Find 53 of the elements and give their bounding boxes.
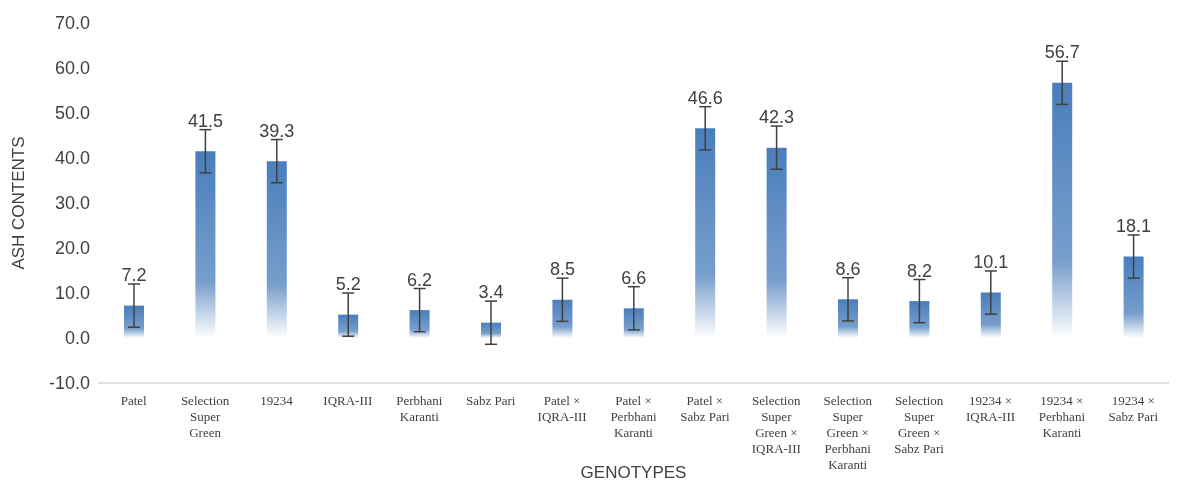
data-label: 41.5 (187, 110, 223, 131)
data-label: 6.2 (407, 269, 433, 290)
x-tick-label: 19234 (260, 393, 294, 408)
data-label: 6.6 (621, 267, 647, 288)
bar (695, 128, 716, 338)
data-label: 3.4 (478, 282, 504, 303)
x-tick-label: Perbhani Karanti (396, 393, 443, 424)
data-label: 7.2 (121, 265, 147, 285)
y-tick-label: 0.0 (64, 328, 90, 349)
data-label: 18.1 (1116, 215, 1152, 236)
bar (195, 151, 216, 338)
y-axis-title: ASH CONTENTS (9, 136, 29, 270)
bar (909, 301, 930, 338)
x-tick-label: IQRA-III (323, 393, 373, 408)
y-tick-label: 40.0 (54, 148, 90, 169)
x-tick-label: Patel (120, 393, 148, 408)
data-label: 8.6 (835, 258, 861, 279)
x-tick-label: 19234 × Perbhani Karanti (1038, 393, 1086, 440)
x-tick-label: Patel × Perbhani Karanti (610, 393, 657, 440)
y-tick-label: 60.0 (54, 58, 90, 79)
y-tick-label: 30.0 (54, 193, 90, 214)
y-tick-label: 70.0 (54, 13, 90, 34)
x-tick-label: 19234 × Sabz Pari (1108, 393, 1159, 424)
data-label: 39.3 (259, 120, 295, 141)
data-label: 5.2 (335, 274, 361, 294)
bar (409, 310, 430, 338)
y-tick-label: 50.0 (54, 103, 90, 124)
data-label: 10.1 (973, 251, 1009, 272)
x-tick-label: Patel × Sabz Pari (680, 393, 731, 424)
x-tick-label: Selection Super Green × Perbhani Karanti (823, 393, 873, 472)
data-label: 8.2 (906, 260, 932, 281)
data-label: 56.7 (1044, 42, 1080, 63)
x-tick-label: Selection Super Green × IQRA-III (751, 393, 801, 456)
x-tick-label: Patel × IQRA-III (537, 393, 587, 424)
x-axis-title: GENOTYPES (580, 463, 687, 482)
x-tick-label: Selection Super Green × Sabz Pari (894, 393, 945, 456)
bar (766, 147, 787, 338)
bar (552, 299, 573, 338)
bar (1052, 82, 1073, 338)
y-tick-label: -10.0 (48, 373, 90, 394)
bar (838, 299, 858, 338)
bar (980, 292, 1001, 338)
x-tick-label: 19234 × IQRA-III (965, 393, 1016, 424)
data-label: 46.6 (687, 87, 723, 108)
x-tick-label: Selection Super Green (180, 393, 230, 440)
bar (266, 161, 287, 338)
x-tick-label: Sabz Pari (465, 393, 516, 408)
bar (1123, 256, 1144, 338)
data-label: 42.3 (759, 107, 795, 128)
data-label: 8.5 (549, 259, 575, 280)
y-tick-label: 20.0 (54, 238, 90, 259)
bar (124, 305, 144, 338)
y-tick-label: 10.0 (54, 283, 90, 304)
